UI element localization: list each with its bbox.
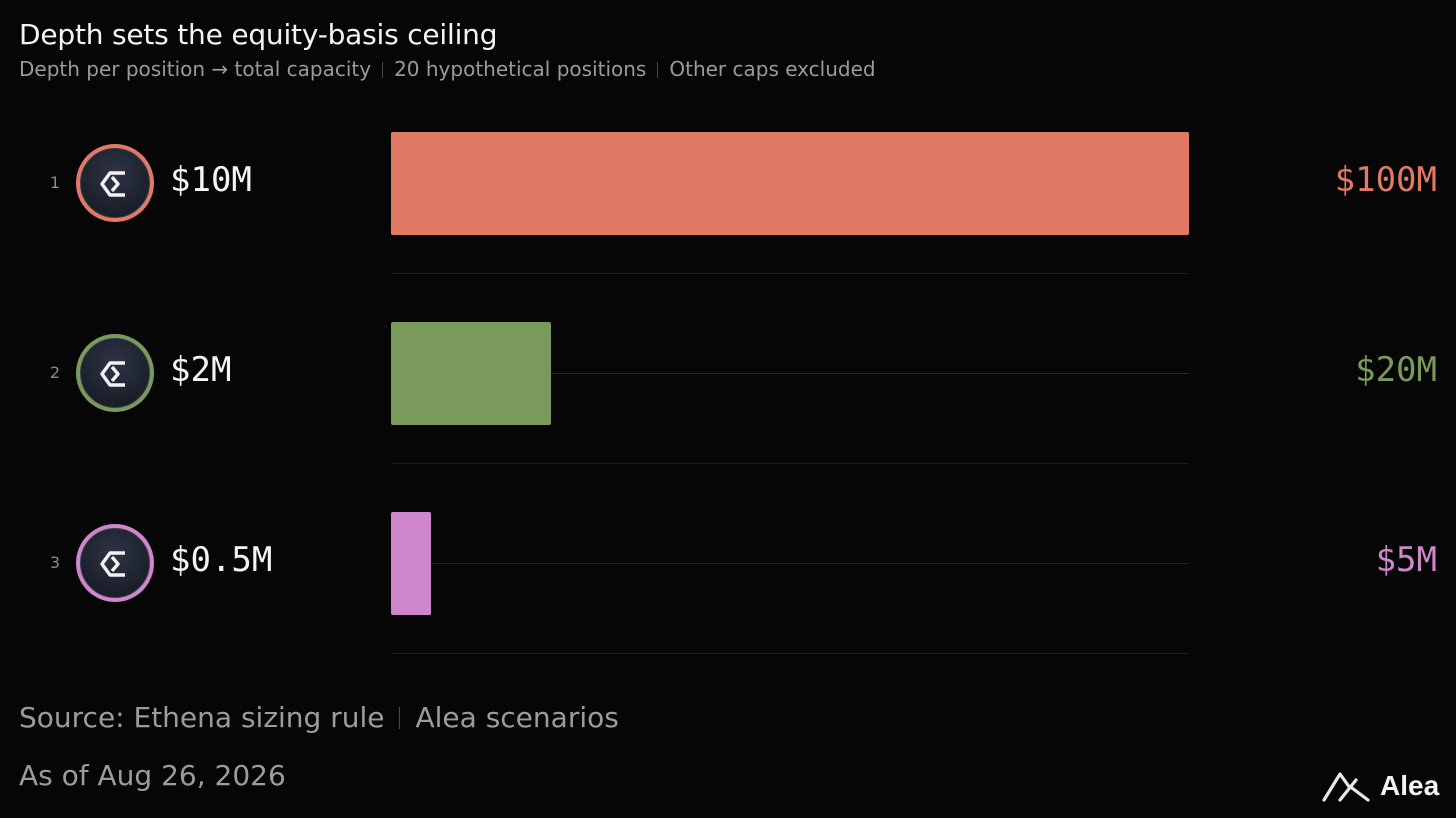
subtitle-part: Depth per position → total capacity: [19, 57, 372, 81]
capacity-bar: [391, 131, 1189, 235]
capacity-label: $20M: [1355, 350, 1437, 390]
depth-label: $0.5M: [170, 540, 273, 580]
source-note: Source: Ethena sizing rule Alea scenarios: [19, 701, 619, 734]
ethena-badge: [76, 524, 154, 602]
ethena-badge: [76, 334, 154, 412]
depth-label: $10M: [170, 160, 252, 200]
subtitle-part: 20 hypothetical positions: [394, 57, 647, 81]
source-part: Alea scenarios: [415, 701, 619, 734]
row-rank: 2: [49, 363, 61, 382]
source-part: Source: Ethena sizing rule: [19, 701, 385, 734]
subtitle-divider: [382, 62, 384, 78]
ethena-icon: [100, 361, 125, 387]
row-track-line: [391, 563, 1189, 564]
capacity-bar: [391, 321, 551, 425]
row-rank: 3: [49, 553, 61, 572]
row-separator: [391, 653, 1189, 654]
subtitle-part: Other caps excluded: [669, 57, 876, 81]
depth-label: $2M: [170, 350, 232, 390]
ethena-badge: [76, 144, 154, 222]
chart-title: Depth sets the equity-basis ceiling: [19, 18, 498, 51]
capacity-label: $100M: [1334, 160, 1437, 200]
source-divider: [399, 707, 401, 729]
row-separator: [391, 273, 1189, 274]
ethena-icon: [100, 171, 125, 197]
capacity-bar: [391, 511, 431, 615]
row-rank: 1: [49, 173, 61, 192]
as-of-date: As of Aug 26, 2026: [19, 759, 286, 792]
row-track-line: [391, 373, 1189, 374]
alea-mark-icon: [1322, 772, 1370, 802]
chart-subtitle: Depth per position → total capacity 20 hy…: [19, 57, 876, 81]
capacity-label: $5M: [1375, 540, 1437, 580]
row-separator: [391, 463, 1189, 464]
subtitle-divider: [657, 62, 659, 78]
ethena-icon: [100, 551, 125, 577]
brand-name: Alea: [1380, 770, 1440, 801]
